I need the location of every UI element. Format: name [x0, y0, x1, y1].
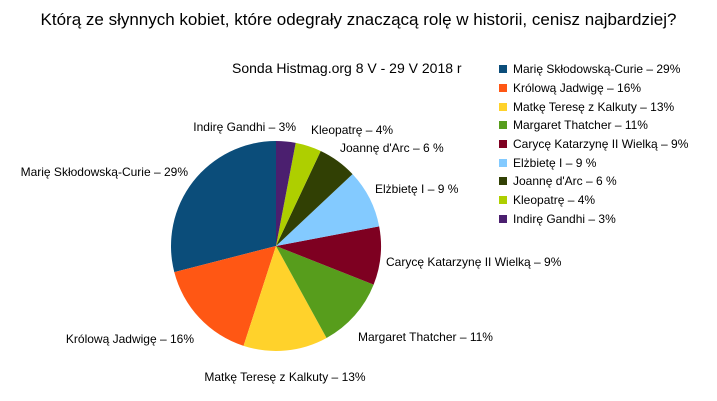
- slice-label: Elżbietę I – 9 %: [375, 182, 459, 196]
- pie-slice: [276, 174, 380, 246]
- pie-slice: [171, 141, 276, 273]
- legend-item: Indirę Gandhi – 3%: [499, 210, 688, 229]
- legend-item: Joannę d'Arc – 6 %: [499, 172, 688, 191]
- legend-item: Margaret Thatcher – 11%: [499, 116, 688, 135]
- legend-swatch: [499, 158, 507, 167]
- slice-label: Carycę Katarzynę II Wielką – 9%: [386, 255, 562, 269]
- pie-slice: [276, 226, 382, 285]
- slice-label: Królową Jadwigę – 16%: [66, 332, 194, 346]
- slice-label: Margaret Thatcher – 11%: [358, 330, 493, 344]
- legend-item: Kleopatrę – 4%: [499, 191, 688, 210]
- pie-slice: [276, 141, 296, 246]
- slice-label: Matkę Teresę z Kalkuty – 13%: [204, 370, 366, 384]
- legend-label: Marię Skłodowską-Curie – 29%: [513, 62, 681, 77]
- legend-label: Elżbietę I – 9 %: [513, 155, 597, 170]
- pie-slice: [243, 246, 327, 351]
- pie-slice: [276, 150, 353, 246]
- slice-label: Indirę Gandhi – 3%: [193, 120, 296, 134]
- legend-label: Joannę d'Arc – 6 %: [513, 174, 617, 189]
- pie-slice: [276, 142, 321, 246]
- legend-item: Elżbietę I – 9 %: [499, 153, 688, 172]
- slice-label: Joannę d'Arc – 6 %: [340, 141, 444, 155]
- chart-legend: Marię Skłodowską-Curie – 29% Królową Jadw…: [499, 60, 688, 228]
- pie-slice: [174, 246, 276, 346]
- legend-item: Królową Jadwigę – 16%: [499, 79, 688, 98]
- legend-swatch: [499, 102, 507, 111]
- legend-item: Marię Skłodowską-Curie – 29%: [499, 60, 688, 79]
- legend-label: Margaret Thatcher – 11%: [513, 118, 648, 133]
- legend-label: Carycę Katarzynę II Wielką – 9%: [513, 137, 689, 152]
- legend-swatch: [499, 177, 507, 186]
- legend-label: Królową Jadwigę – 16%: [513, 81, 642, 96]
- legend-swatch: [499, 121, 507, 130]
- legend-item: Carycę Katarzynę II Wielką – 9%: [499, 135, 688, 154]
- legend-item: Matkę Teresę z Kalkuty – 13%: [499, 97, 688, 116]
- legend-label: Kleopatrę – 4%: [513, 193, 596, 208]
- slice-label: Marię Skłodowską-Curie – 29%: [21, 165, 189, 179]
- pie-slice: [276, 246, 374, 339]
- legend-label: Matkę Teresę z Kalkuty – 13%: [513, 99, 675, 114]
- chart-title: Którą ze słynnych kobiet, które odegrały…: [40, 10, 677, 29]
- legend-swatch: [499, 214, 507, 223]
- legend-swatch: [499, 196, 507, 205]
- legend-swatch: [499, 140, 507, 149]
- legend-swatch: [499, 65, 507, 74]
- legend-swatch: [499, 84, 507, 93]
- slice-label: Kleopatrę – 4%: [311, 123, 393, 137]
- legend-label: Indirę Gandhi – 3%: [513, 211, 616, 226]
- chart-subtitle: Sonda Histmag.org 8 V - 29 V 2018 r: [232, 60, 462, 76]
